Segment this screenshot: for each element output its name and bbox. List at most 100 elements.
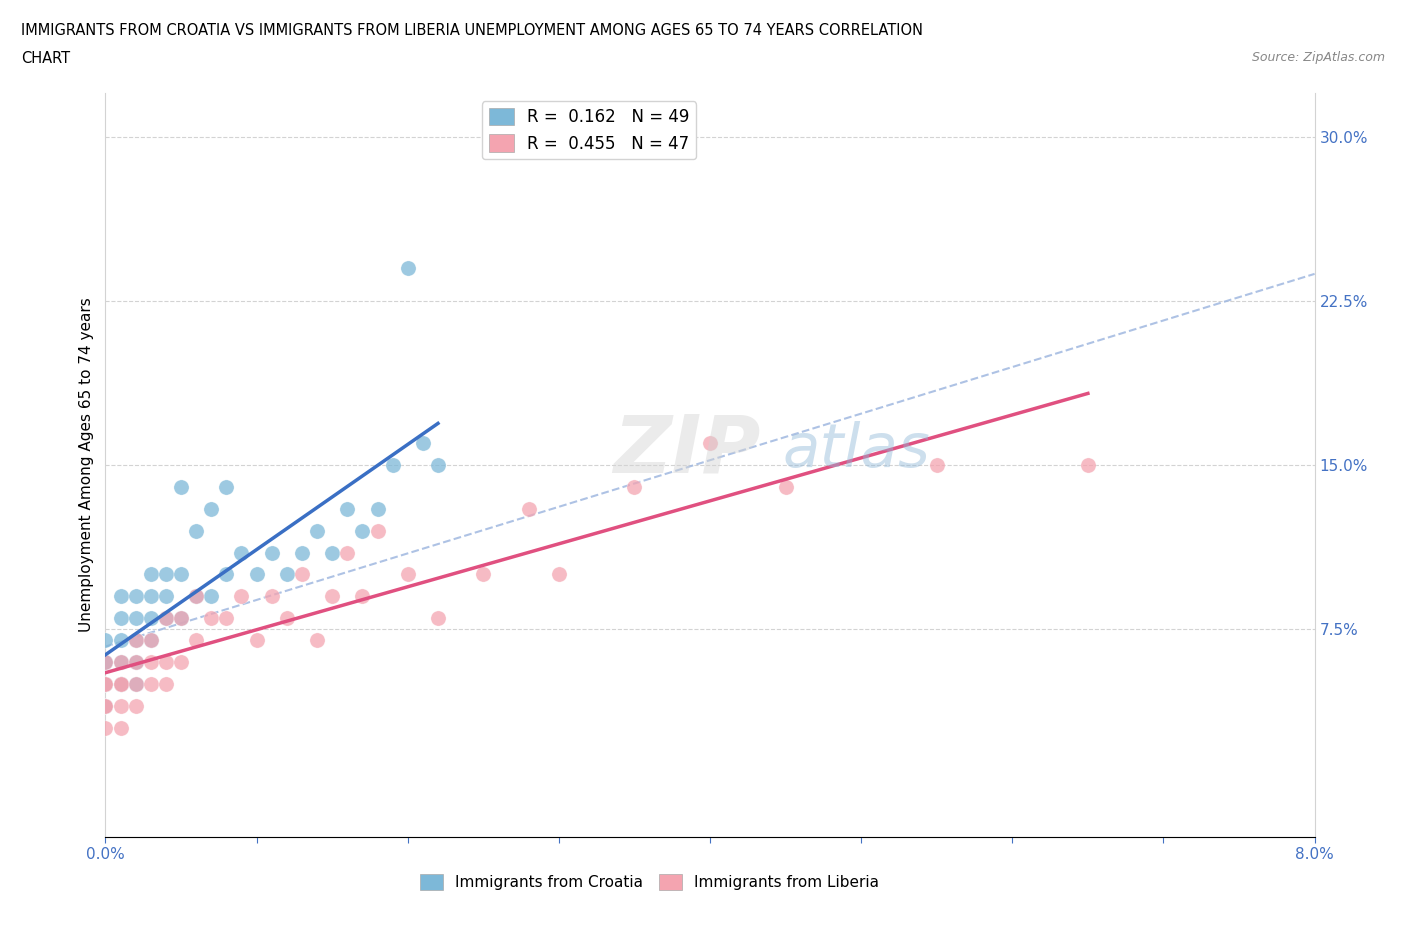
Point <box>260 589 283 604</box>
Point <box>110 676 132 691</box>
Point <box>94 698 117 713</box>
Point <box>260 545 283 560</box>
Text: IMMIGRANTS FROM CROATIA VS IMMIGRANTS FROM LIBERIA UNEMPLOYMENT AMONG AGES 65 TO: IMMIGRANTS FROM CROATIA VS IMMIGRANTS FR… <box>21 23 924 38</box>
Point <box>139 589 162 604</box>
Text: atlas: atlas <box>783 420 931 480</box>
Point <box>94 655 117 670</box>
Point <box>321 545 343 560</box>
Point <box>155 611 177 626</box>
Point <box>155 567 177 582</box>
Point <box>139 632 162 647</box>
Point <box>170 567 193 582</box>
Point <box>94 676 117 691</box>
Point <box>352 524 374 538</box>
Point <box>517 501 540 516</box>
Point <box>125 655 148 670</box>
Point <box>125 589 148 604</box>
Point <box>125 655 148 670</box>
Point <box>94 698 117 713</box>
Legend: Immigrants from Croatia, Immigrants from Liberia: Immigrants from Croatia, Immigrants from… <box>415 868 884 897</box>
Point <box>352 589 374 604</box>
Point <box>396 260 419 275</box>
Point <box>186 589 208 604</box>
Point <box>170 611 193 626</box>
Point <box>139 611 162 626</box>
Point <box>94 655 117 670</box>
Point <box>110 655 132 670</box>
Point <box>336 501 359 516</box>
Point <box>110 676 132 691</box>
Point <box>291 545 314 560</box>
Point <box>94 632 117 647</box>
Point <box>367 524 389 538</box>
Point <box>110 611 132 626</box>
Point <box>472 567 495 582</box>
Point <box>110 589 132 604</box>
Point <box>215 567 238 582</box>
Point <box>94 676 117 691</box>
Point <box>215 480 238 495</box>
Point <box>155 676 177 691</box>
Point <box>396 567 419 582</box>
Point <box>155 611 177 626</box>
Point <box>276 567 298 582</box>
Point <box>94 698 117 713</box>
Point <box>699 435 721 450</box>
Point <box>321 589 343 604</box>
Point <box>170 655 193 670</box>
Point <box>125 676 148 691</box>
Point <box>186 632 208 647</box>
Point <box>548 567 571 582</box>
Point <box>381 458 404 472</box>
Point <box>139 676 162 691</box>
Point <box>110 676 132 691</box>
Point <box>623 480 645 495</box>
Point <box>94 698 117 713</box>
Point <box>139 632 162 647</box>
Point <box>110 676 132 691</box>
Point <box>200 589 222 604</box>
Point <box>276 611 298 626</box>
Point <box>186 524 208 538</box>
Point <box>110 655 132 670</box>
Point <box>170 480 193 495</box>
Point <box>246 632 269 647</box>
Point <box>231 589 253 604</box>
Point <box>291 567 314 582</box>
Point <box>307 524 329 538</box>
Point <box>155 589 177 604</box>
Point <box>94 676 117 691</box>
Point <box>110 698 132 713</box>
Point <box>155 655 177 670</box>
Point <box>925 458 948 472</box>
Y-axis label: Unemployment Among Ages 65 to 74 years: Unemployment Among Ages 65 to 74 years <box>79 298 94 632</box>
Point <box>427 611 450 626</box>
Point <box>215 611 238 626</box>
Point <box>231 545 253 560</box>
Point <box>200 611 222 626</box>
Point <box>170 611 193 626</box>
Point <box>186 589 208 604</box>
Point <box>367 501 389 516</box>
Point <box>412 435 434 450</box>
Text: ZIP: ZIP <box>613 411 761 489</box>
Point <box>125 611 148 626</box>
Point <box>94 655 117 670</box>
Point <box>94 676 117 691</box>
Point <box>307 632 329 647</box>
Point <box>336 545 359 560</box>
Text: CHART: CHART <box>21 51 70 66</box>
Text: Source: ZipAtlas.com: Source: ZipAtlas.com <box>1251 51 1385 64</box>
Point <box>110 632 132 647</box>
Point <box>110 720 132 735</box>
Point <box>125 676 148 691</box>
Point <box>139 567 162 582</box>
Point <box>125 698 148 713</box>
Point <box>775 480 797 495</box>
Point <box>246 567 269 582</box>
Point <box>200 501 222 516</box>
Point <box>94 720 117 735</box>
Point <box>125 632 148 647</box>
Point <box>427 458 450 472</box>
Point <box>139 655 162 670</box>
